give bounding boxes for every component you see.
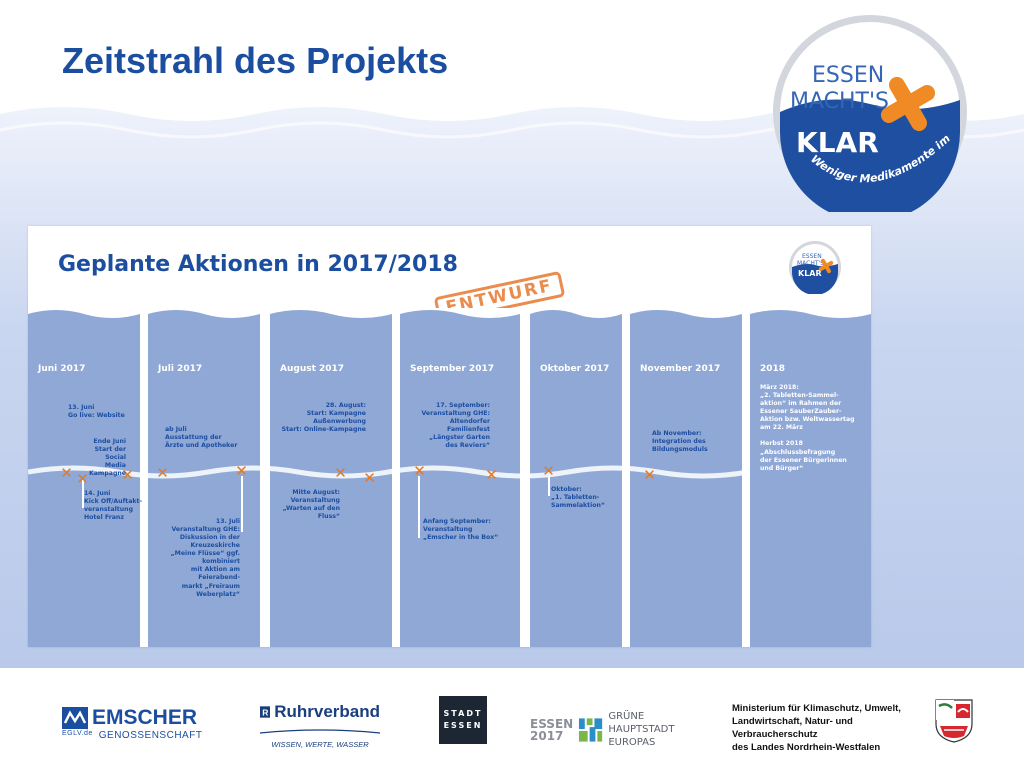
emscher-mark-icon [62,707,88,729]
note-jul-aerzte: ab Juli Ausstattung der Ärzte und Apothe… [165,426,238,450]
month-column-oktober: Oktober 2017 [530,308,622,647]
green-capital-icon [579,717,603,742]
month-label: August 2017 [280,364,345,374]
connector-line [241,476,243,532]
gruene-line2: EUROPAS [608,737,656,748]
timeline-axis [28,465,749,479]
month-label: September 2017 [410,364,494,374]
essen-2017-logo: ESSEN 2017 GRÜNE HAUPTSTADT EUROPAS [530,710,710,749]
note-sep-emscher: Anfang September: Veranstaltung „Emscher… [423,518,499,542]
x-marker-icon: ✕ [413,462,426,480]
stadt-line2: ESSEN [443,721,483,730]
svg-text:MACHT'S: MACHT'S [797,260,824,267]
month-column-juni: Juni 2017 [28,308,140,647]
month-label: Juni 2017 [38,364,86,374]
ruhrverband-logo: R Ruhrverband WISSEN, WERTE, WASSER [259,702,381,749]
svg-text:R: R [262,707,268,717]
badge-line1: ESSEN [812,63,884,88]
x-marker-icon: ✕ [485,466,498,484]
note-jun-social: Ende Juni Start der Social Media Kampagn… [88,438,126,478]
ruhrverband-name: Ruhrverband [274,702,380,721]
badge-line2: MACHT'S [790,89,889,114]
x-marker-icon: ✕ [76,470,89,488]
ministry-text: Ministerium für Klimaschutz, Umwelt, Lan… [732,703,901,753]
slide-title: Zeitstrahl des Projekts [62,40,449,81]
essen2017-line2: 2017 [530,728,564,743]
ruhrverband-r-icon: R [260,706,271,718]
emscher-name: EMSCHER [92,706,198,729]
plaster-cross-icon [880,76,936,132]
mini-badge: ESSEN MACHT'S KLAR [789,241,841,294]
x-marker-icon: ✕ [363,469,376,487]
month-label: Oktober 2017 [540,364,610,374]
x-marker-icon: ✕ [542,462,555,480]
note-jun-golive: 13. Juni Go live: Website [68,404,125,420]
x-marker-icon: ✕ [334,464,347,482]
emscher-sub: GENOSSENSCHAFT [98,730,203,741]
essen-machts-klar-badge: ESSEN MACHT'S KLAR Weniger Medikamente i… [770,12,967,212]
note-2018: März 2018: „2. Tabletten-Sammel- aktion“… [760,384,855,472]
x-marker-icon: ✕ [156,464,169,482]
gruene-line1: GRÜNE HAUPTSTADT [608,711,675,735]
month-column-september: September 2017 [400,308,520,647]
ruhrverband-sub: WISSEN, WERTE, WASSER [271,740,369,749]
timeline-panel: Geplante Aktionen in 2017/2018 ESSEN MAC… [28,226,871,647]
svg-text:KLAR: KLAR [798,269,822,278]
note-sep-familienfest: 17. September: Veranstaltung GHE: Altend… [421,402,490,450]
note-jul-ghe: 13. Juli Veranstaltung GHE: Diskussion i… [170,518,240,598]
note-jun-kickoff: 14. Juni Kick Off/Auftakt- veranstaltung… [84,490,143,522]
month-column-2018: 2018 [750,308,871,647]
month-label: November 2017 [640,364,721,374]
essen2017-line1: ESSEN [530,716,574,731]
x-marker-icon: ✕ [235,462,248,480]
note-okt-tabletten: Oktober: „1. Tabletten- Sammelaktion“ [551,486,605,510]
month-label: Juli 2017 [158,364,203,374]
connector-line [82,482,84,508]
note-aug-fluss: Mitte August: Veranstaltung „Warten auf … [282,489,340,521]
note-nov-bildung: Ab November: Integration des Bildungsmod… [652,430,708,454]
connector-line [418,476,420,538]
emscher-logo: EMSCHER EGLV.de GENOSSENSCHAFT [62,706,217,741]
x-marker-icon: ✕ [643,466,656,484]
x-marker-icon: ✕ [60,464,73,482]
stadt-essen-logo: STADT ESSEN [439,696,487,744]
badge-klar: KLAR [796,126,879,159]
month-label: 2018 [760,364,786,374]
footer-logos: EMSCHER EGLV.de GENOSSENSCHAFT R Ruhrver… [0,668,1024,768]
connector-line [548,476,550,496]
stadt-line1: STADT [443,709,483,718]
note-aug-kampagne: 28. August: Start: Kampagne Außenwerbung… [281,402,366,434]
svg-text:ESSEN: ESSEN [802,253,822,260]
emscher-prefix: EGLV.de [62,730,93,737]
x-marker-icon: ✕ [121,466,134,484]
nrw-crest-icon [935,699,973,743]
panel-title: Geplante Aktionen in 2017/2018 [58,252,458,277]
